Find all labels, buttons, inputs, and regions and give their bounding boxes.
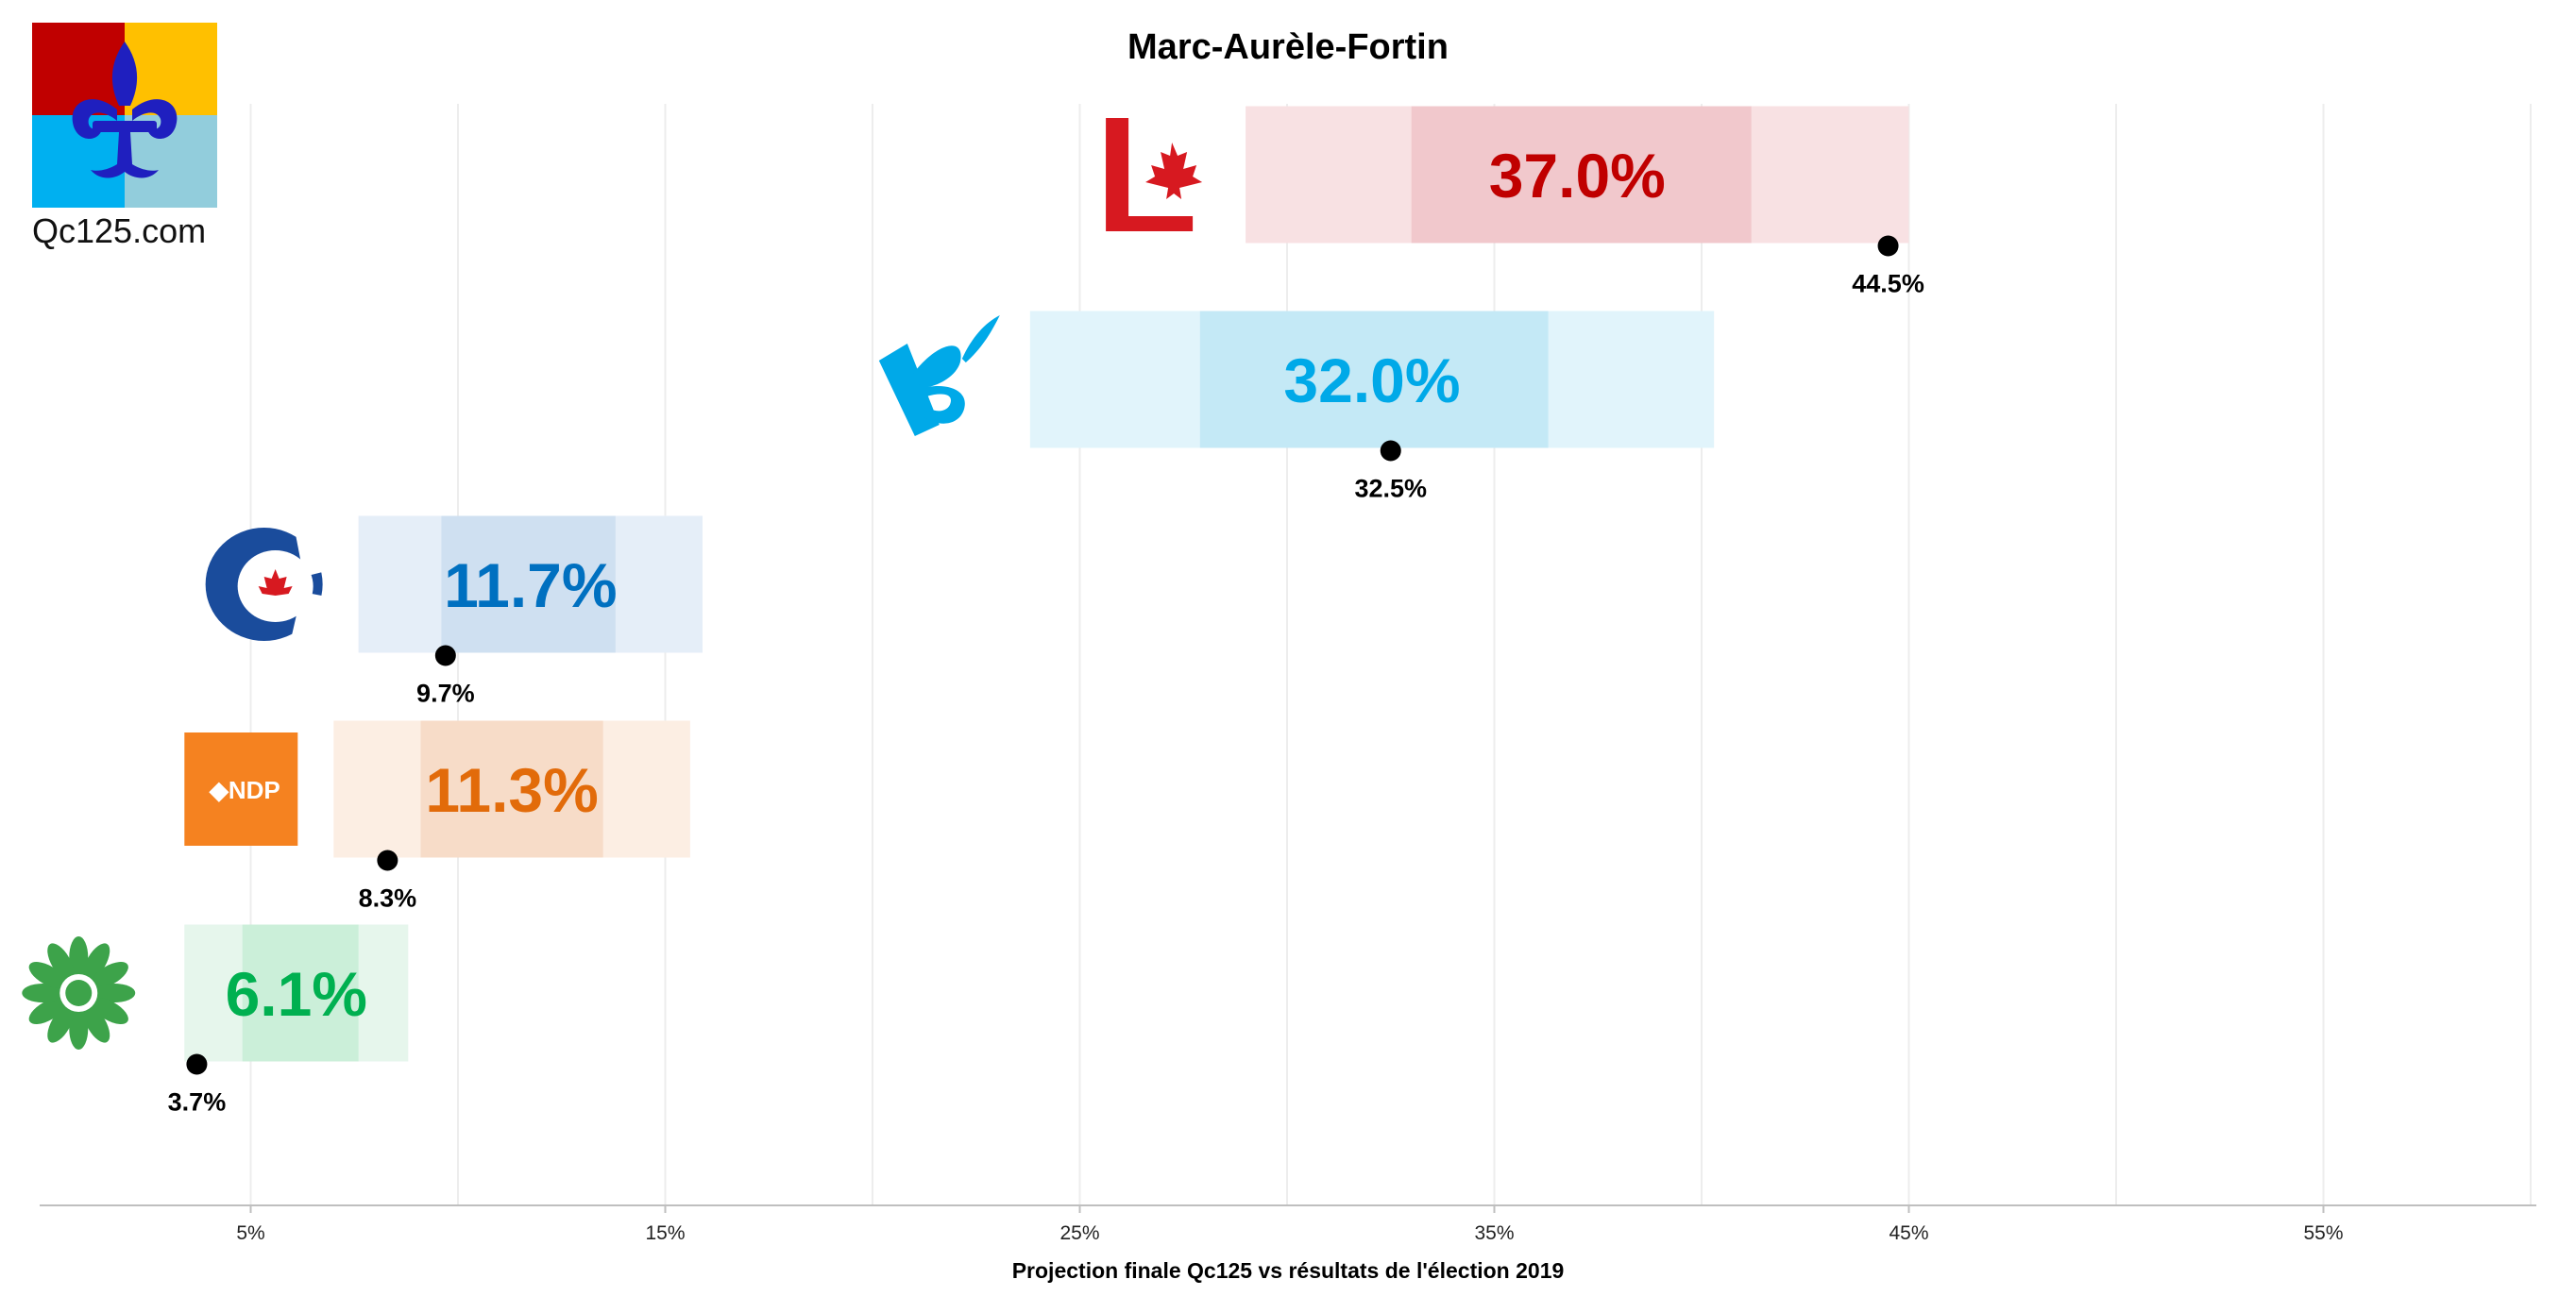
bar-likely-range — [1411, 106, 1752, 244]
result-2019-label: 32.5% — [1354, 475, 1427, 503]
chart-title: Marc-Aurèle-Fortin — [1127, 27, 1449, 67]
bloc-b-icon — [912, 345, 965, 424]
bar-likely-range — [420, 720, 603, 858]
projection-label: 32.0% — [1283, 345, 1460, 415]
projection-label: 11.3% — [425, 755, 599, 825]
ndp-logo: ◆NDP — [184, 732, 298, 846]
result-2019-label: 44.5% — [1852, 270, 1924, 298]
x-tick-label: 25% — [1059, 1222, 1099, 1244]
liberal-logo — [1106, 118, 1203, 231]
projection-label: 11.7% — [444, 550, 618, 620]
projection-label: 37.0% — [1489, 141, 1666, 210]
bars-layer: 37.0% 44.5% 32.0% 32.5% 11.7% 9.7% 11.3% 8.3% 6.… — [168, 106, 1924, 1117]
maple-leaf-icon — [258, 569, 293, 596]
green-party-logo — [22, 936, 136, 1050]
party-logos: ◆NDP — [22, 118, 1203, 1050]
gridlines — [249, 104, 2532, 1205]
result-2019-label: 3.7% — [168, 1088, 227, 1117]
bar-likely-range — [1199, 311, 1549, 448]
x-tick-label: 45% — [1889, 1222, 1928, 1244]
projection-label: 6.1% — [226, 959, 367, 1029]
result-2019-marker — [1877, 235, 1899, 257]
result-2019-marker — [1380, 440, 1401, 462]
bloc-wing-icon — [961, 315, 1000, 362]
result-2019-label: 9.7% — [416, 680, 475, 708]
result-2019-label: 8.3% — [359, 884, 417, 913]
green-flower-icon — [22, 936, 136, 1050]
x-tick-label: 5% — [236, 1222, 264, 1244]
result-2019-marker — [434, 645, 456, 666]
bloc-quebecois-logo — [878, 315, 1000, 436]
result-2019-marker — [377, 850, 398, 871]
ndp-wordmark-icon: ◆NDP — [209, 776, 280, 804]
x-axis-ticks: 5% 15% 25% 35% 45% 55% — [236, 1205, 2344, 1244]
conservative-logo — [205, 528, 342, 641]
x-tick-label: 55% — [2303, 1222, 2343, 1244]
x-tick-label: 35% — [1474, 1222, 1514, 1244]
bloc-stroke-icon — [878, 344, 940, 436]
ndp-square-icon — [184, 732, 298, 846]
x-axis-label: Projection finale Qc125 vs résultats de … — [1012, 1258, 1565, 1283]
fleur-de-lis-icon — [32, 23, 217, 208]
maple-leaf-icon — [1145, 143, 1203, 199]
liberal-l-icon — [1106, 118, 1194, 231]
bar-likely-range — [441, 515, 616, 653]
bar-likely-range — [242, 924, 359, 1062]
result-2019-marker — [186, 1053, 208, 1075]
qc125-logo — [32, 23, 217, 208]
x-tick-label: 15% — [645, 1222, 685, 1244]
site-label: Qc125.com — [32, 211, 207, 250]
